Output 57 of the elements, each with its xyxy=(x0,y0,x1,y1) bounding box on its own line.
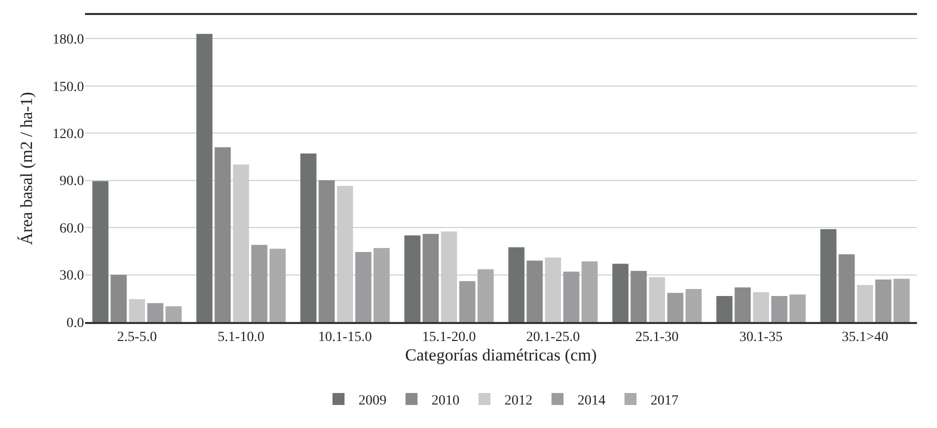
bar xyxy=(508,247,524,322)
bar xyxy=(147,303,164,322)
legend-label: 2009 xyxy=(358,393,386,408)
y-tick-label: 60.0 xyxy=(60,221,84,236)
x-axis-title: Categorías diamétricas (cm) xyxy=(405,346,597,365)
bar xyxy=(270,248,286,322)
bar xyxy=(630,270,647,322)
bar xyxy=(92,181,108,322)
y-tick-label: 0.0 xyxy=(66,316,84,331)
y-tick-label: 180.0 xyxy=(52,32,84,48)
bar xyxy=(214,147,231,322)
bar xyxy=(526,260,543,322)
bar xyxy=(478,269,494,322)
bar xyxy=(251,244,268,322)
bar xyxy=(166,306,182,322)
bar xyxy=(128,299,146,322)
legend-label: 2012 xyxy=(504,393,532,408)
bar xyxy=(318,180,335,322)
y-axis-title: Área basal (m2 / ha-1) xyxy=(17,92,36,245)
x-tick-label: 30.1-35 xyxy=(739,330,783,345)
bar xyxy=(820,229,836,322)
bar xyxy=(716,296,732,322)
bar xyxy=(563,272,580,322)
x-tick-label: 15.1-20.0 xyxy=(422,330,476,345)
y-tick-label: 90.0 xyxy=(60,174,84,190)
bar xyxy=(667,292,684,322)
bar xyxy=(894,278,910,322)
x-tick-label: 10.1-15.0 xyxy=(318,330,372,345)
bar xyxy=(300,154,316,322)
bar xyxy=(856,285,874,322)
bar xyxy=(459,281,476,322)
bar xyxy=(612,264,628,322)
legend-label: 2010 xyxy=(432,393,460,408)
bar xyxy=(355,252,372,322)
bar xyxy=(374,248,390,322)
y-tick-label: 120.0 xyxy=(52,126,84,142)
bar xyxy=(838,254,855,322)
x-tick-label: 5.1-10.0 xyxy=(218,330,264,345)
bar xyxy=(422,234,439,322)
legend-label: 2014 xyxy=(578,393,606,408)
bar xyxy=(582,261,598,322)
bar xyxy=(752,292,770,322)
y-tick-label: 150.0 xyxy=(52,80,84,95)
bar xyxy=(686,288,702,322)
bar xyxy=(110,274,127,322)
x-tick-label: 35.1>40 xyxy=(842,330,888,345)
legend-label: 2017 xyxy=(650,393,678,408)
x-tick-label: 25.1-30 xyxy=(635,330,679,345)
bar xyxy=(734,287,751,322)
bar xyxy=(790,294,806,322)
x-tick-label: 2.5-5.0 xyxy=(117,330,157,345)
y-tick-label: 30.0 xyxy=(60,268,84,284)
bar xyxy=(196,34,212,322)
bar xyxy=(875,279,892,322)
bar xyxy=(404,235,420,322)
bar xyxy=(771,296,788,322)
x-tick-label: 20.1-25.0 xyxy=(526,330,580,345)
